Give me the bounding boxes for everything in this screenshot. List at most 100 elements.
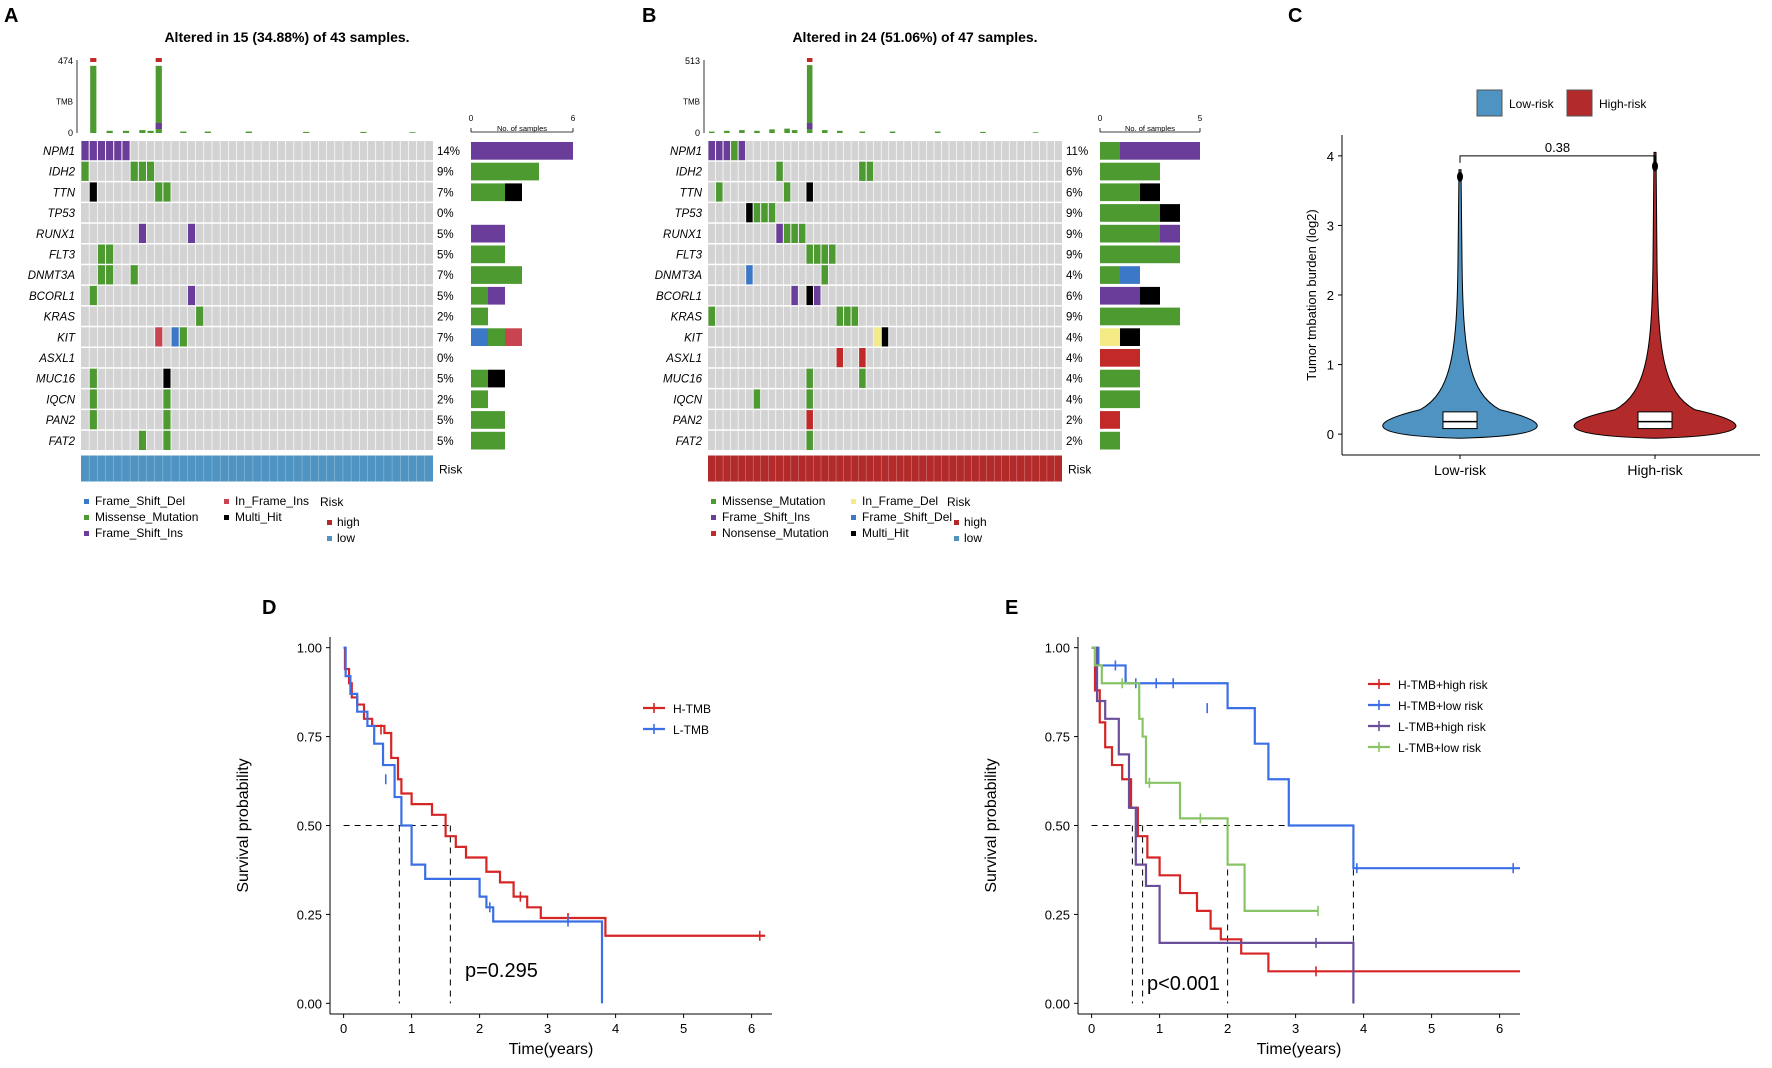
- tmb-tick-max: 513: [685, 56, 700, 66]
- legend-label: High-risk: [1599, 97, 1647, 111]
- barplot-title: No. of samples: [1125, 124, 1175, 133]
- legend-label: Frame_Shift_Ins: [722, 510, 810, 524]
- x-tick-label: 4: [612, 1021, 619, 1036]
- mutation-cell: [851, 306, 859, 326]
- risk-legend-swatch: [954, 536, 959, 541]
- survival-curve: [1091, 646, 1520, 870]
- risk-annotation-bar: [708, 455, 1062, 482]
- legend-swatch: [84, 499, 89, 504]
- mutation-cell: [813, 244, 821, 264]
- mutation-cell: [114, 141, 122, 161]
- gene-percent: 2%: [1066, 436, 1083, 448]
- y-tick-label: 0.25: [297, 907, 322, 922]
- tmb-bar: [859, 131, 866, 133]
- mutation-cell: [776, 161, 783, 181]
- gene-count-bar: [1100, 411, 1120, 429]
- legend-label: L-TMB+low risk: [1398, 741, 1482, 755]
- gene-percent: 7%: [437, 332, 454, 344]
- gene-row-bg: [81, 306, 433, 326]
- gene-row-bg: [708, 389, 1062, 409]
- tmb-bar: [245, 131, 252, 133]
- gene-percent: 6%: [1066, 291, 1083, 303]
- risk-legend-swatch: [327, 520, 332, 525]
- barplot-tick-max: 5: [1198, 114, 1203, 123]
- gene-count-bar: [1100, 142, 1120, 160]
- legend-swatch: [224, 499, 229, 504]
- tmb-bar: [139, 130, 146, 133]
- gene-count-bar: [1120, 328, 1140, 346]
- legend-swatch: [851, 531, 856, 536]
- mutation-cell: [716, 141, 723, 161]
- gene-count-bar: [471, 142, 573, 160]
- legend-label: Multi_Hit: [235, 510, 282, 524]
- tmb-bar-segment: [155, 123, 162, 129]
- y-axis-label: Survival probability: [983, 758, 1000, 892]
- gene-label: FLT3: [676, 250, 703, 262]
- gene-label: TP53: [675, 208, 703, 220]
- p-value-label: p=0.295: [465, 960, 538, 982]
- legend-label: H-TMB: [673, 702, 711, 716]
- mutation-cell: [753, 203, 761, 223]
- tmb-bar: [806, 65, 813, 133]
- legend-label: L-TMB+high risk: [1398, 720, 1487, 734]
- gene-percent: 5%: [437, 250, 454, 262]
- mutation-cell: [806, 244, 813, 264]
- risk-legend-title: Risk: [947, 495, 971, 509]
- gene-label: IQCN: [673, 394, 702, 406]
- gene-label: MUC16: [663, 374, 703, 386]
- gene-row-bg: [708, 223, 1062, 243]
- gene-row-bg: [708, 141, 1062, 161]
- barplot-tick-max: 6: [571, 114, 576, 123]
- x-tick-label: 2: [1224, 1021, 1231, 1036]
- gene-count-bar: [1120, 142, 1200, 160]
- gene-count-bar: [471, 245, 505, 264]
- legend-label: Multi_Hit: [862, 526, 909, 540]
- gene-count-bar: [471, 411, 505, 429]
- gene-percent: 4%: [1066, 374, 1083, 386]
- mutation-cell: [106, 265, 114, 285]
- gene-count-bar: [471, 224, 505, 243]
- gene-label: IQCN: [46, 394, 75, 406]
- mutation-cell: [89, 182, 97, 202]
- mutation-cell: [708, 306, 716, 326]
- gene-label: NPM1: [43, 146, 75, 158]
- barplot-tick-min: 0: [1098, 114, 1103, 123]
- tmb-bar: [724, 130, 730, 133]
- tmb-bar: [90, 65, 97, 133]
- gene-label: KRAS: [671, 312, 703, 324]
- mutation-cell: [171, 327, 179, 347]
- tmb-bar: [303, 131, 310, 133]
- gene-count-bar: [471, 390, 488, 409]
- mutation-cell: [89, 389, 97, 409]
- gene-label: RUNX1: [663, 229, 702, 241]
- gene-label: MUC16: [36, 374, 76, 386]
- tmb-tick-min: 0: [68, 128, 73, 138]
- legend-swatch: [851, 499, 856, 504]
- mutation-cell: [163, 182, 171, 202]
- gene-label: BCORL1: [656, 291, 702, 303]
- gene-row-bg: [708, 285, 1062, 306]
- tmb-label: TMB: [56, 98, 73, 107]
- gene-count-bar: [471, 307, 488, 326]
- mutation-cell: [81, 141, 89, 161]
- violin-shape: [1573, 151, 1737, 439]
- survival-curve: [1091, 646, 1355, 1004]
- gene-label: NPM1: [670, 146, 702, 158]
- mutation-cell: [753, 389, 761, 409]
- legend-swatch: [711, 515, 716, 520]
- mutation-cell: [768, 203, 776, 223]
- gene-percent: 5%: [437, 436, 454, 448]
- gene-label: KRAS: [44, 312, 76, 324]
- legend-swatch: [851, 515, 856, 520]
- gene-count-bar: [488, 328, 505, 346]
- gene-count-bar: [471, 162, 539, 181]
- violin-plot-c: 0 1 2 3 4 Tumor tmbation burden (log2) Low-ris…: [1304, 89, 1760, 478]
- x-tick-label: High-risk: [1627, 462, 1683, 478]
- barplot-title: No. of samples: [497, 124, 547, 133]
- gene-label: DNMT3A: [655, 270, 703, 282]
- mutation-cell: [163, 410, 171, 430]
- y-tick-label: 0.25: [1045, 907, 1070, 922]
- gene-row-bg: [81, 203, 433, 223]
- gene-count-bar: [471, 328, 488, 346]
- y-tick-label: 0: [1327, 427, 1334, 442]
